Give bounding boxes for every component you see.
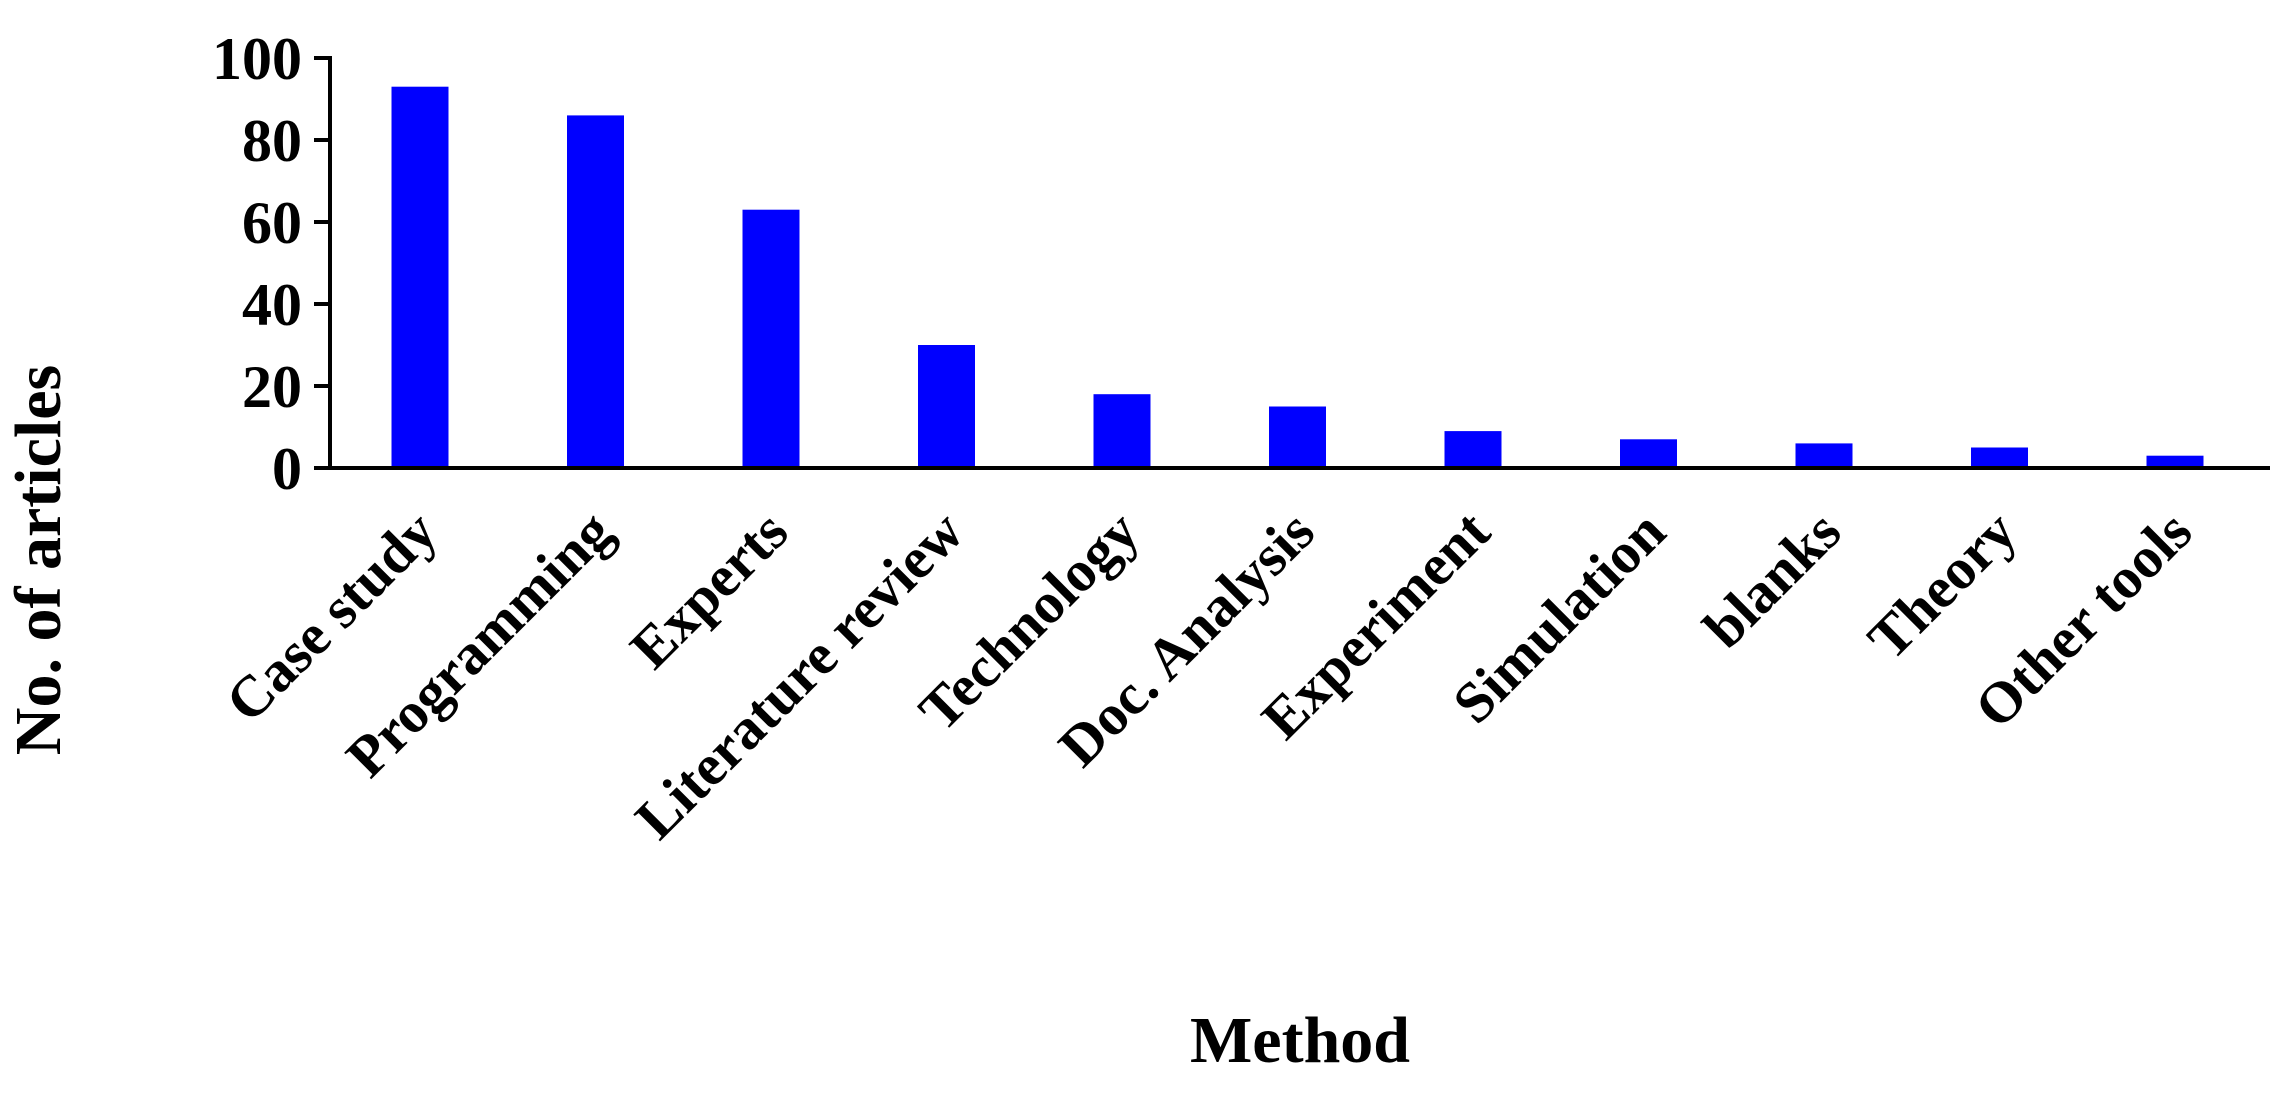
bar-theory [1971,447,2028,468]
y-tick-label: 80 [242,108,302,174]
bar-blanks [1795,443,1853,468]
bar-programming [567,115,624,469]
bar-technology [1093,394,1151,468]
x-category-label: Literature review [623,498,976,851]
x-category-label: Experts [618,498,801,681]
y-axis-title: No. of articles [2,365,75,755]
bar-other-tools [2146,455,2204,468]
axes-group [328,56,2270,470]
x-category-label: Theory [1855,498,2029,672]
y-tick-label: 60 [242,190,302,256]
y-tick-label: 100 [212,26,302,92]
bar-experiment [1444,431,1502,468]
y-tick-label: 40 [242,272,302,338]
bar-case-study [391,86,449,468]
bar-doc-analysis [1269,406,1326,468]
bar-experts [742,209,800,468]
x-axis-title: Method [1190,1004,1410,1077]
y-tick-label: 0 [272,436,302,502]
bar-literature-review [918,345,975,468]
y-ticks-group: 0 20 40 60 80 100 [212,26,330,502]
bar-simulation [1620,439,1677,468]
y-tick-label: 20 [242,354,302,420]
bars-group [391,86,2204,469]
x-category-label: blanks [1691,498,1853,660]
